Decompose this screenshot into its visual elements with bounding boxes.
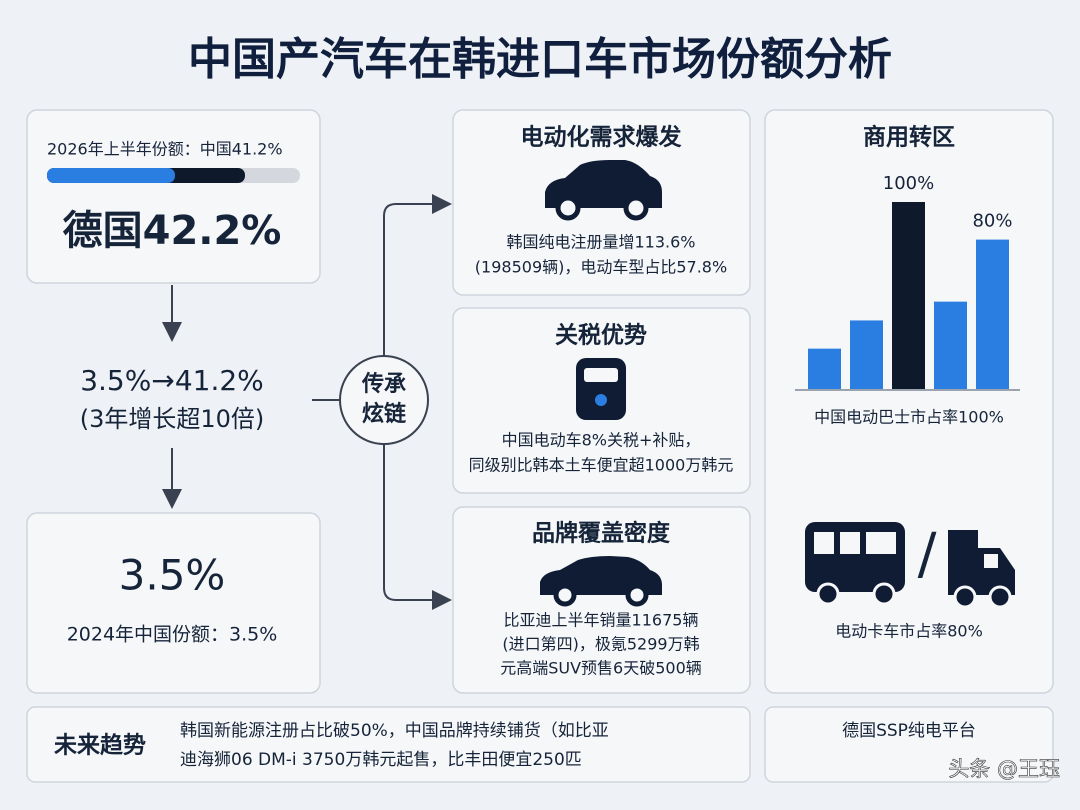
card-title: 品牌覆盖密度	[532, 520, 671, 547]
charger-screen	[584, 368, 618, 382]
wheel	[872, 582, 896, 606]
bar	[808, 348, 841, 390]
wheel	[816, 582, 840, 606]
connector	[383, 444, 452, 610]
growth-main: 3.5%→41.2%	[80, 364, 264, 397]
future-line: 迪海狮06 DM-i 3750万韩元起售，比丰田便宜250匹	[180, 750, 582, 770]
truck-caption: 电动卡车市占率80%	[835, 622, 983, 641]
base-headline: 3.5%	[119, 551, 226, 600]
bar-label: 100%	[883, 173, 934, 194]
card-line: (198509辆)，电动车型占比57.8%	[475, 258, 727, 277]
charger-dot	[595, 394, 607, 406]
bar	[976, 239, 1009, 390]
future-line: 韩国新能源注册占比破50%，中国品牌持续铺货（如比亚	[180, 721, 609, 741]
card-line: 韩国纯电注册量增113.6%	[506, 233, 695, 252]
card-title: 关税优势	[555, 322, 647, 349]
charger-icon	[576, 358, 626, 420]
bar-chart: 100% 80%	[808, 173, 1013, 390]
future-label: 未来趋势	[54, 733, 146, 759]
card-title: 电动化需求爆发	[521, 124, 682, 151]
share-caption: 2026年上半年份额：中国41.2%	[47, 140, 283, 159]
side-card	[764, 706, 1054, 783]
card-line: (进口第四)，极氪5299万韩	[502, 635, 699, 654]
wheel	[623, 195, 649, 221]
bus-caption: 中国电动巴士市占率100%	[814, 408, 1004, 427]
hub-line: 炫链	[362, 401, 406, 427]
share-card	[26, 109, 321, 284]
bar	[850, 320, 883, 390]
hub	[339, 355, 429, 445]
wheel	[953, 585, 977, 609]
base-caption: 2024年中国份额：3.5%	[67, 624, 278, 646]
bar-label: 80%	[972, 211, 1012, 232]
wheel	[988, 585, 1012, 609]
connector	[383, 194, 452, 356]
wheel	[553, 583, 577, 607]
bar	[934, 301, 967, 390]
commercial-title: 商用转区	[863, 124, 955, 151]
truck-icon	[948, 530, 1015, 595]
separator: /	[918, 522, 937, 587]
card-line: 同级别比韩本土车便宜超1000万韩元	[469, 456, 734, 475]
bus-window	[814, 532, 834, 554]
bus-window	[840, 532, 860, 554]
commercial-card	[764, 109, 1054, 694]
share-headline: 德国42.2%	[63, 208, 282, 254]
future-card	[26, 706, 751, 783]
truck-window	[984, 554, 998, 568]
progress-blue	[47, 168, 175, 183]
title: 中国产汽车在韩进口车市场份额分析	[188, 34, 892, 85]
bar	[892, 202, 925, 390]
watermark: 头条 @王珏	[948, 757, 1060, 781]
card-line: 元高端SUV预售6天破500辆	[500, 659, 702, 678]
hub-line: 传承	[361, 372, 406, 397]
base-card	[26, 512, 321, 694]
growth-note: (3年增长超10倍)	[80, 405, 265, 433]
card-line: 中国电动车8%关税+补贴，	[502, 431, 701, 450]
wheel	[625, 583, 649, 607]
side-note: 德国SSP纯电平台	[842, 721, 976, 741]
card	[452, 506, 751, 694]
card-line: 比亚迪上半年销量11675辆	[504, 611, 699, 630]
wheel	[555, 195, 581, 221]
bus-window	[866, 532, 896, 554]
